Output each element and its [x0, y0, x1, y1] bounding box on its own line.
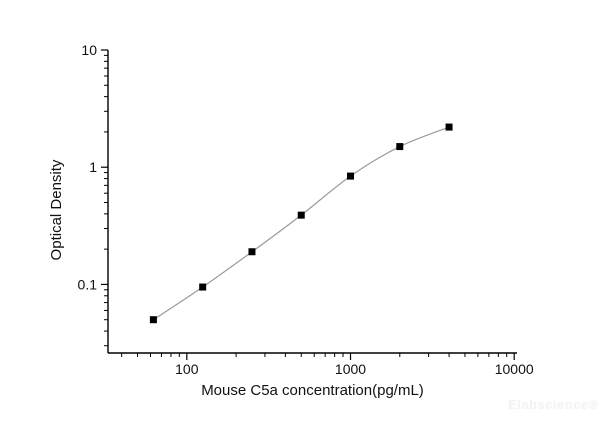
x-tick-label: 100	[175, 361, 199, 377]
data-point-marker	[248, 248, 256, 256]
data-point-marker	[199, 283, 207, 291]
data-point-marker	[347, 172, 355, 180]
watermark-logo: Elabscience®	[508, 397, 599, 412]
data-point-marker	[297, 211, 305, 219]
y-axis-title: Optical Density	[48, 159, 65, 261]
x-tick-label: 10000	[495, 361, 534, 377]
data-point-marker	[149, 316, 157, 324]
x-axis-title: Mouse C5a concentration(pg/mL)	[201, 382, 424, 399]
y-tick-label: 0.1	[78, 276, 98, 292]
y-tick-label: 10	[81, 42, 97, 58]
data-point-marker	[445, 123, 453, 131]
data-point-marker	[396, 143, 404, 151]
y-tick-label: 1	[89, 159, 97, 175]
x-tick-label: 1000	[335, 361, 366, 377]
series-line-standard-curve	[153, 126, 450, 321]
